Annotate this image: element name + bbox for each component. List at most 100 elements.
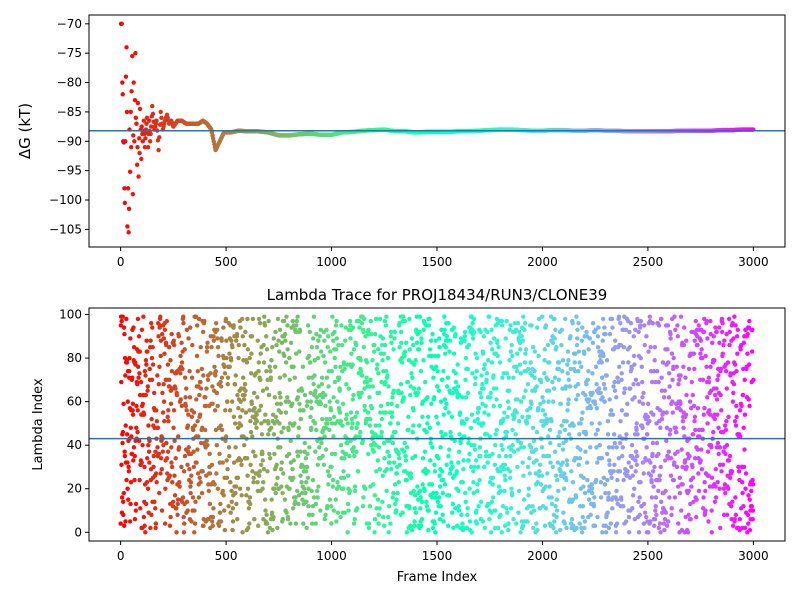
lambda-point — [296, 493, 302, 498]
lambda-point — [258, 351, 263, 356]
lambda-point — [230, 344, 235, 350]
lambda-point — [328, 349, 333, 354]
lambda-point — [128, 480, 134, 485]
lambda-point — [188, 480, 194, 485]
lambda-point — [240, 530, 245, 535]
lambda-point — [266, 421, 271, 426]
lambda-point — [395, 403, 400, 409]
lambda-point — [270, 527, 275, 533]
lambda-point — [525, 519, 530, 524]
lambda-point — [281, 318, 287, 324]
lambda-point — [323, 447, 329, 452]
lambda-point — [255, 523, 261, 528]
lambda-point — [122, 453, 128, 459]
lambda-point — [516, 488, 522, 494]
lambda-point — [645, 401, 651, 407]
lambda-point — [507, 327, 512, 332]
lambda-point — [256, 360, 261, 365]
lambda-point — [534, 429, 540, 435]
lambda-point — [431, 490, 436, 496]
lambda-point — [331, 508, 337, 513]
lambda-point — [367, 423, 372, 428]
lambda-point — [750, 482, 756, 487]
lambda-point — [409, 475, 414, 481]
lambda-point — [429, 353, 434, 359]
lambda-point — [401, 314, 406, 319]
lambda-point — [387, 460, 392, 465]
lambda-point — [610, 412, 616, 417]
lambda-point — [586, 347, 591, 352]
lambda-point — [597, 421, 602, 426]
lambda-point — [169, 460, 174, 465]
lambda-point — [442, 482, 448, 487]
lambda-point — [239, 493, 244, 498]
lambda-point — [617, 469, 623, 474]
lambda-point — [316, 338, 321, 343]
lambda-point — [127, 355, 132, 361]
delta-g-point — [148, 131, 153, 137]
lambda-point — [676, 382, 681, 387]
lambda-point — [198, 480, 203, 485]
lambda-point — [570, 497, 576, 502]
lambda-point — [419, 499, 425, 505]
lambda-point — [329, 521, 334, 526]
lambda-point — [248, 371, 254, 376]
lambda-point — [306, 503, 311, 509]
lambda-point — [731, 390, 736, 396]
lambda-point — [298, 449, 303, 454]
lambda-point — [433, 338, 438, 343]
lambda-point — [302, 392, 308, 398]
lambda-point — [247, 408, 252, 413]
lambda-point — [219, 427, 225, 433]
lambda-point — [657, 477, 662, 483]
lambda-point — [379, 434, 384, 439]
lambda-point — [161, 336, 167, 341]
lambda-point — [507, 358, 512, 363]
lambda-point — [166, 419, 171, 424]
lambda-point — [365, 410, 371, 415]
lambda-point — [469, 530, 474, 535]
lambda-point — [467, 451, 472, 457]
lambda-point — [656, 451, 661, 457]
lambda-point — [223, 434, 229, 439]
lambda-point — [749, 488, 754, 494]
lambda-point — [348, 438, 353, 444]
lambda-point — [661, 410, 666, 415]
lambda-point — [652, 523, 657, 528]
lambda-point — [491, 403, 496, 409]
lambda-point — [713, 484, 718, 489]
lambda-point — [577, 360, 582, 365]
lambda-point — [286, 399, 291, 404]
lambda-point — [377, 506, 382, 511]
lambda-point — [172, 438, 177, 444]
lambda-point — [751, 377, 756, 383]
lambda-point — [542, 371, 547, 376]
lambda-point — [238, 399, 243, 404]
lambda-point — [645, 432, 650, 437]
lambda-point — [509, 342, 514, 348]
lambda-point — [427, 316, 432, 322]
lambda-point — [233, 373, 238, 378]
lambda-point — [501, 416, 506, 422]
lambda-point — [210, 401, 215, 407]
lambda-point — [747, 318, 752, 324]
delta-g-point — [145, 144, 151, 150]
lambda-point — [322, 338, 327, 343]
lambda-point — [179, 360, 185, 365]
lambda-point — [665, 347, 670, 352]
lambda-point — [310, 477, 316, 483]
lambda-point — [135, 316, 141, 322]
delta-g-point — [126, 206, 132, 212]
lambda-point — [426, 323, 432, 328]
lambda-point — [184, 327, 190, 332]
lambda-point — [153, 525, 158, 531]
lambda-point — [349, 425, 354, 430]
lambda-point — [573, 351, 578, 356]
lambda-point — [622, 386, 628, 391]
lambda-point — [279, 340, 285, 346]
lambda-point — [511, 517, 516, 522]
lambda-point — [606, 525, 612, 531]
lambda-point — [247, 495, 253, 500]
lambda-point — [634, 462, 640, 467]
lambda-point — [183, 403, 189, 409]
